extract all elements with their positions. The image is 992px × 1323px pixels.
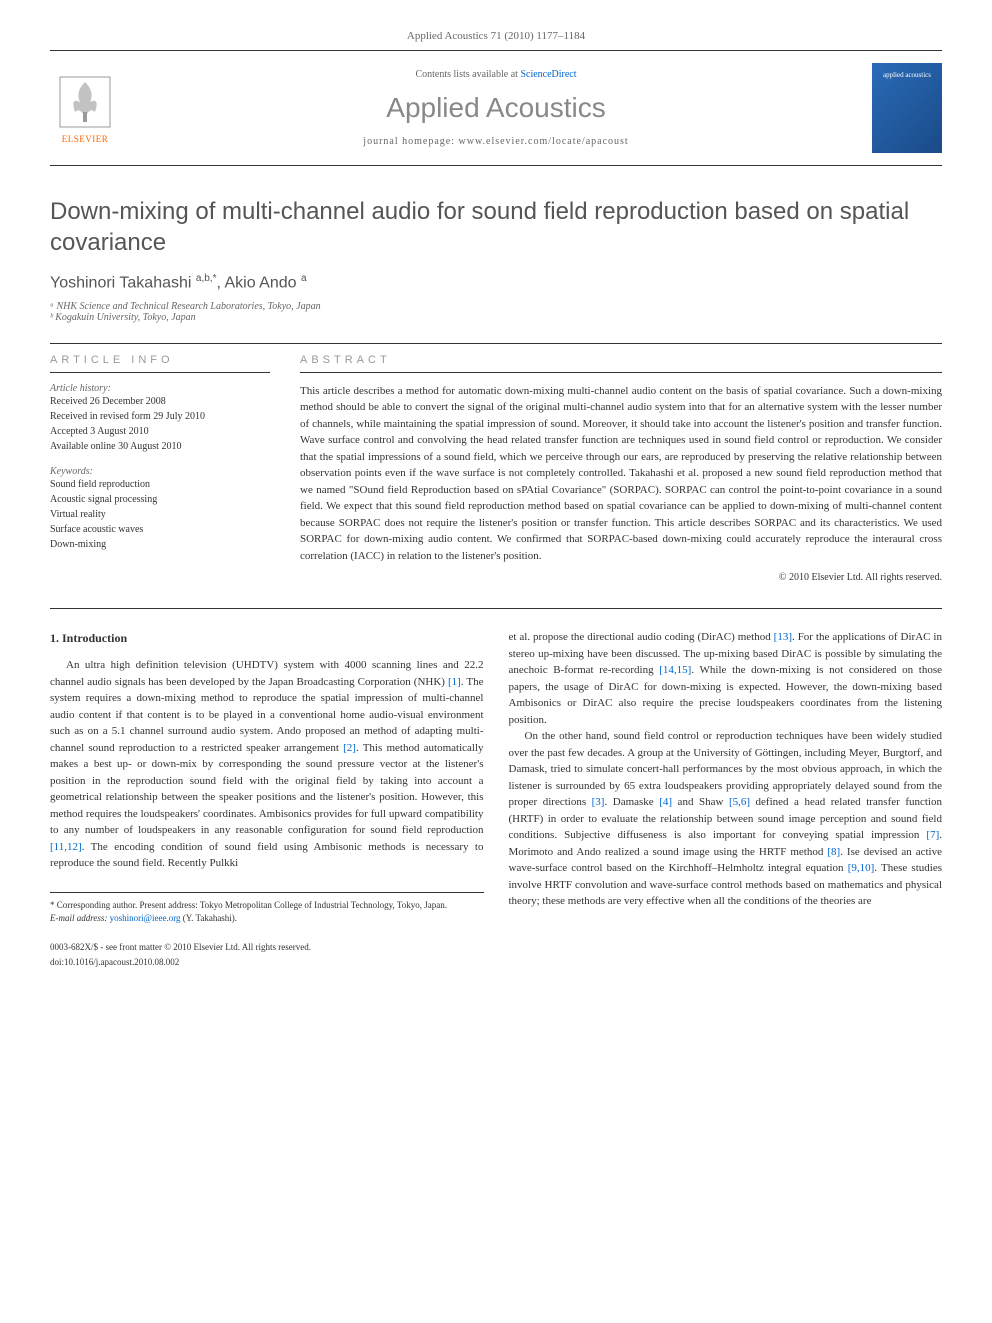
c2p1-text-1: et al. propose the directional audio cod… xyxy=(509,631,774,643)
ref-5-6[interactable]: [5,6] xyxy=(729,796,750,808)
history-revised: Received in revised form 29 July 2010 xyxy=(50,409,270,424)
right-column: et al. propose the directional audio cod… xyxy=(509,629,943,970)
author-1-sup: a,b,* xyxy=(196,273,217,284)
col2-paragraph-2: On the other hand, sound field control o… xyxy=(509,728,943,910)
history-received: Received 26 December 2008 xyxy=(50,394,270,409)
ref-9-10[interactable]: [9,10] xyxy=(848,862,875,874)
ref-4[interactable]: [4] xyxy=(659,796,672,808)
ref-2[interactable]: [2] xyxy=(343,742,356,754)
info-abstract-row: ARTICLE INFO Article history: Received 2… xyxy=(50,354,942,584)
keyword-3: Virtual reality xyxy=(50,507,270,522)
email-author: (Y. Takahashi). xyxy=(181,913,238,923)
footer-doi: doi:10.1016/j.apacoust.2010.08.002 xyxy=(50,956,484,970)
article-info-header: ARTICLE INFO xyxy=(50,354,270,373)
ref-3[interactable]: [3] xyxy=(592,796,605,808)
keyword-4: Surface acoustic waves xyxy=(50,522,270,537)
ref-7[interactable]: [7] xyxy=(926,829,939,841)
corresponding-author-note: * Corresponding author. Present address:… xyxy=(50,899,484,913)
authors-line: Yoshinori Takahashi a,b,*, Akio Ando a xyxy=(50,273,942,292)
history-online: Available online 30 August 2010 xyxy=(50,439,270,454)
author-2-sup: a xyxy=(301,273,307,284)
journal-homepage: journal homepage: www.elsevier.com/locat… xyxy=(120,136,872,147)
affiliation-a: ᵃ NHK Science and Technical Research Lab… xyxy=(50,301,942,312)
author-separator: , Akio Ando xyxy=(216,275,301,292)
journal-header: ELSEVIER Contents lists available at Sci… xyxy=(50,50,942,166)
left-column: 1. Introduction An ultra high definition… xyxy=(50,629,484,970)
ref-8[interactable]: [8] xyxy=(827,846,840,858)
footnote-section: * Corresponding author. Present address:… xyxy=(50,892,484,926)
col2-paragraph-1: et al. propose the directional audio cod… xyxy=(509,629,943,728)
email-link[interactable]: yoshinori@ieee.org xyxy=(110,913,181,923)
elsevier-tree-icon xyxy=(55,72,115,132)
paper-title: Down-mixing of multi-channel audio for s… xyxy=(50,196,942,258)
keyword-2: Acoustic signal processing xyxy=(50,492,270,507)
p1-text-1: An ultra high definition television (UHD… xyxy=(50,659,484,688)
abstract-section: ABSTRACT This article describes a method… xyxy=(300,354,942,584)
keywords-label: Keywords: xyxy=(50,466,270,477)
elsevier-label: ELSEVIER xyxy=(62,134,109,144)
p1-text-3: . This method automatically makes a best… xyxy=(50,742,484,837)
divider xyxy=(50,343,942,344)
affiliations: ᵃ NHK Science and Technical Research Lab… xyxy=(50,301,942,323)
history-label: Article history: xyxy=(50,383,270,394)
body-content: 1. Introduction An ultra high definition… xyxy=(50,629,942,970)
abstract-header: ABSTRACT xyxy=(300,354,942,373)
citation-line: Applied Acoustics 71 (2010) 1177–1184 xyxy=(50,30,942,42)
keyword-1: Sound field reproduction xyxy=(50,477,270,492)
author-1: Yoshinori Takahashi xyxy=(50,275,196,292)
p1-text-4: . The encoding condition of sound field … xyxy=(50,841,484,870)
ref-11-12[interactable]: [11,12] xyxy=(50,841,82,853)
journal-name: Applied Acoustics xyxy=(120,92,872,124)
email-line: E-mail address: yoshinori@ieee.org (Y. T… xyxy=(50,912,484,926)
c2p2-text-3: and Shaw xyxy=(672,796,729,808)
cover-text: applied acoustics xyxy=(883,71,931,79)
sciencedirect-link[interactable]: ScienceDirect xyxy=(520,69,576,80)
intro-paragraph-1: An ultra high definition television (UHD… xyxy=(50,657,484,872)
article-info-section: ARTICLE INFO Article history: Received 2… xyxy=(50,354,270,584)
contents-available: Contents lists available at ScienceDirec… xyxy=(120,69,872,80)
intro-heading: 1. Introduction xyxy=(50,629,484,647)
ref-13[interactable]: [13] xyxy=(774,631,792,643)
keyword-5: Down-mixing xyxy=(50,537,270,552)
journal-cover-thumbnail: applied acoustics xyxy=(872,63,942,153)
ref-1[interactable]: [1] xyxy=(448,676,461,688)
contents-text: Contents lists available at xyxy=(415,69,520,80)
abstract-text: This article describes a method for auto… xyxy=(300,383,942,565)
email-label: E-mail address: xyxy=(50,913,110,923)
affiliation-b: ᵇ Kogakuin University, Tokyo, Japan xyxy=(50,312,942,323)
footer-issn: 0003-682X/$ - see front matter © 2010 El… xyxy=(50,941,484,955)
abstract-copyright: © 2010 Elsevier Ltd. All rights reserved… xyxy=(300,572,942,583)
body-divider xyxy=(50,608,942,609)
c2p2-text-2: . Damaske xyxy=(604,796,659,808)
history-accepted: Accepted 3 August 2010 xyxy=(50,424,270,439)
ref-14-15[interactable]: [14,15] xyxy=(659,664,691,676)
header-center: Contents lists available at ScienceDirec… xyxy=(120,69,872,147)
elsevier-logo: ELSEVIER xyxy=(50,68,120,148)
